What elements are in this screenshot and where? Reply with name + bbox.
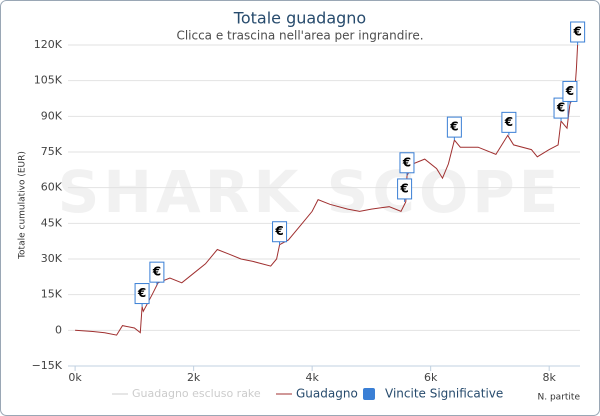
flag-label: € <box>152 265 161 279</box>
flag-label: € <box>274 224 283 238</box>
flag-box <box>570 21 586 43</box>
flag-box <box>553 97 569 119</box>
flag-box <box>397 178 413 200</box>
y-tick-label: 60K <box>41 181 63 194</box>
win-flag: € <box>562 80 578 105</box>
flag-box <box>149 261 165 283</box>
flag-label: € <box>449 120 458 134</box>
flag-box <box>134 283 150 305</box>
flag-label: € <box>504 115 513 129</box>
flag-label: € <box>399 181 408 195</box>
flag-label: € <box>402 155 411 169</box>
win-flag: € <box>446 116 462 141</box>
win-flag: € <box>570 21 586 45</box>
y-axis-title: Totale cumulativo (EUR) <box>18 151 28 260</box>
flag-box <box>399 152 415 174</box>
win-flag: € <box>149 261 165 286</box>
flag-label: € <box>572 25 581 39</box>
x-axis-title: N. partite <box>538 393 581 403</box>
win-flag: € <box>501 111 517 136</box>
y-tick-label: 15K <box>41 288 63 301</box>
legend-label: Guadagno escluso rake <box>132 387 261 400</box>
x-tick-label: 8k <box>542 371 556 384</box>
flag-box <box>446 116 462 138</box>
flag-label: € <box>137 286 146 300</box>
x-tick-label: 0k <box>68 371 82 384</box>
profit-line <box>75 44 579 336</box>
y-tick-label: 45K <box>41 216 63 229</box>
win-flag: € <box>399 152 415 176</box>
legend-label: Guadagno <box>296 387 358 401</box>
legend-label: Vincite Significative <box>385 387 503 401</box>
chart-title: Totale guadagno <box>233 9 366 28</box>
x-tick-label: 4k <box>305 371 319 384</box>
x-tick-label: 6k <box>424 371 438 384</box>
chart-subtitle: Clicca e trascina nell'area per ingrandi… <box>176 29 423 43</box>
y-tick-label: 120K <box>34 38 63 51</box>
y-tick-label: 30K <box>41 252 63 265</box>
win-flag: € <box>134 283 150 307</box>
win-flag: € <box>272 221 288 245</box>
win-flag: € <box>553 97 569 122</box>
x-tick-label: 2k <box>187 371 201 384</box>
y-tick-label: 90K <box>41 109 63 122</box>
watermark: SHARK SCOPE <box>58 158 563 226</box>
win-flag: € <box>397 178 413 202</box>
y-tick-label: −15K <box>32 359 63 372</box>
y-tick-label: 0 <box>55 323 62 336</box>
flag-label: € <box>565 84 574 98</box>
y-tick-label: 75K <box>41 145 63 158</box>
flag-box <box>501 111 517 133</box>
flag-box <box>272 221 288 243</box>
flag-label: € <box>556 101 565 115</box>
y-tick-label: 105K <box>34 74 63 87</box>
flag-box <box>562 80 578 102</box>
legend-icon <box>363 388 375 400</box>
